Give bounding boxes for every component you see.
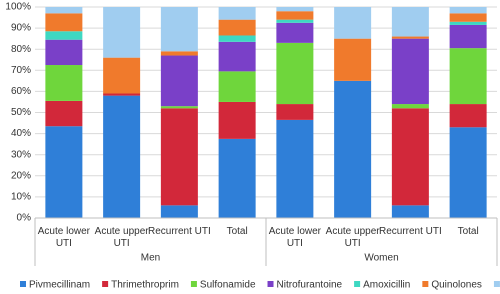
bar-segment — [218, 41, 256, 72]
x-tick-label: Acute lower UTI — [37, 226, 90, 249]
legend-swatch — [102, 281, 109, 287]
bar-segment — [103, 93, 141, 96]
bar-segment — [160, 7, 198, 52]
bar-segment — [218, 35, 256, 42]
bar-segment — [103, 57, 141, 94]
bar-segment — [449, 21, 487, 25]
legend-label: Quinolones — [431, 280, 482, 291]
y-tick-label: 90% — [11, 23, 31, 34]
legend-swatch — [422, 281, 429, 287]
bar-segment — [276, 22, 314, 43]
bar-segment — [45, 31, 83, 40]
x-tick-label: Recurrent UTI — [378, 226, 442, 237]
bar-segment — [218, 101, 256, 139]
bar-segment — [45, 65, 83, 101]
legend-label: Thrimethroprim — [111, 280, 179, 291]
x-tick-label: Acute upper UTI — [94, 226, 149, 249]
bar-segment — [45, 7, 83, 14]
bar-segment — [276, 42, 314, 105]
y-tick-label: 60% — [11, 86, 31, 97]
legend-swatch — [493, 281, 500, 287]
bar-segment — [391, 7, 429, 37]
bar-segment — [103, 95, 141, 218]
legend-swatch — [354, 281, 361, 287]
bar-segment — [276, 19, 314, 23]
bar-segment — [449, 7, 487, 14]
bar-segment — [45, 100, 83, 127]
x-tick-label: Total — [457, 226, 479, 237]
bar-segment — [276, 104, 314, 120]
bar-segment — [391, 38, 429, 105]
y-tick-label: 10% — [11, 192, 31, 203]
bar-segment — [334, 80, 372, 218]
bar-segment — [45, 39, 83, 66]
bar-segment — [160, 51, 198, 56]
bar-segment — [276, 119, 314, 218]
bar-segment — [391, 108, 429, 206]
x-tick-label: Total — [226, 226, 248, 237]
y-tick-label: 100% — [5, 2, 31, 13]
y-tick-label: 80% — [11, 44, 31, 55]
y-tick-label: 70% — [11, 65, 31, 76]
bar-segment — [391, 104, 429, 109]
y-tick-label: 30% — [11, 149, 31, 160]
legend-swatch — [20, 281, 26, 287]
legend-swatch — [267, 281, 274, 287]
legend-label: Amoxicillin — [363, 280, 410, 291]
bar-segment — [334, 38, 372, 81]
legend-swatch — [190, 281, 197, 287]
bar-segment — [45, 13, 83, 32]
bar-segment — [334, 7, 372, 39]
y-tick-label: 0% — [17, 213, 32, 224]
bar-segment — [103, 7, 141, 58]
bar-segment — [449, 127, 487, 218]
legend-label: Sulfonamide — [200, 280, 256, 291]
bar-segment — [160, 106, 198, 109]
y-tick-label: 50% — [11, 107, 31, 118]
bar-segment — [449, 104, 487, 128]
bar-segment — [218, 19, 256, 36]
bar-segment — [276, 7, 314, 12]
x-tick-label: Recurrent UTI — [147, 226, 211, 237]
x-tick-label: Acute lower UTI — [268, 226, 321, 249]
legend-label: Pivmecillinam — [29, 280, 90, 291]
group-label: Men — [141, 253, 160, 264]
bar-segment — [45, 126, 83, 218]
bar-segment — [276, 11, 314, 20]
bar-segment — [160, 55, 198, 107]
bar-segment — [218, 7, 256, 20]
group-label: Women — [364, 253, 398, 264]
legend-label: Nitrofurantoine — [277, 280, 343, 291]
bar-segment — [391, 205, 429, 218]
bar-segment — [449, 48, 487, 105]
bar-segment — [160, 205, 198, 218]
y-tick-label: 40% — [11, 128, 31, 139]
bar-segment — [391, 36, 429, 39]
bar-segment — [218, 71, 256, 102]
bar-segment — [160, 108, 198, 206]
y-tick-label: 20% — [11, 170, 31, 181]
bar-segment — [218, 138, 256, 218]
x-tick-label: Acute upper UTI — [325, 226, 380, 249]
bar-segment — [449, 13, 487, 22]
bar-segment — [449, 24, 487, 49]
